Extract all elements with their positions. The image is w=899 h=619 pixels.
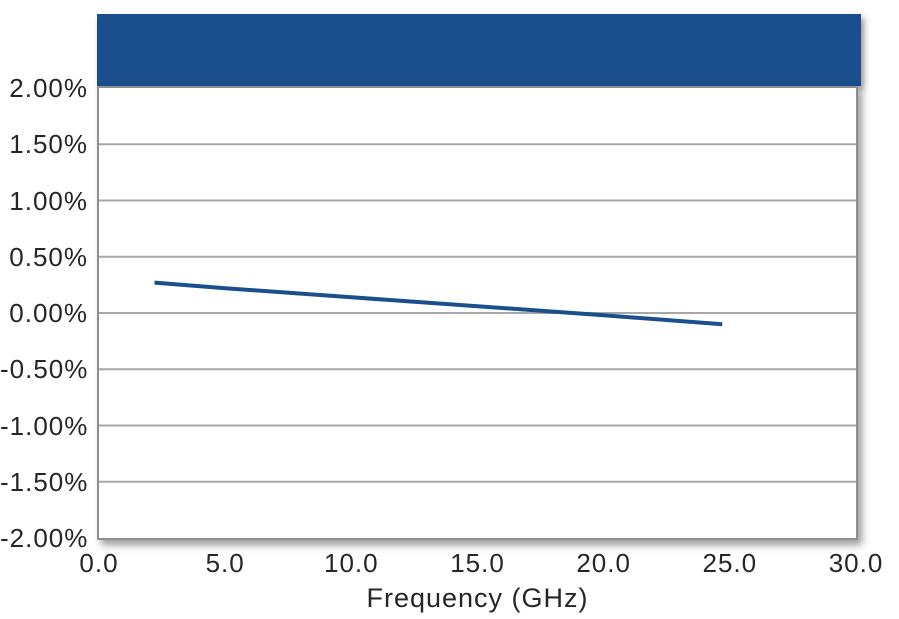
plot-area <box>97 86 858 540</box>
y-tick-label: 2.00% <box>9 73 88 103</box>
x-tick-label: 0.0 <box>79 548 119 578</box>
y-tick-label: -1.00% <box>0 410 89 441</box>
y-tick-label: 0.00% <box>9 298 88 328</box>
x-tick-label: 25.0 <box>702 548 758 578</box>
series-line-variation-vs-frequency <box>154 280 723 327</box>
x-tick-label: 20.0 <box>576 548 631 578</box>
y-tick-label: -0.50% <box>0 354 89 385</box>
data-series <box>154 280 723 327</box>
y-tick-label: 0.50% <box>9 241 88 272</box>
x-tick-label: 10.0 <box>324 548 379 578</box>
x-tick-label: 5.0 <box>205 548 245 578</box>
x-tick-label: 15.0 <box>450 548 505 578</box>
header-banner <box>97 14 861 86</box>
x-axis-title: Frequency (GHz) <box>366 583 589 613</box>
line-chart-svg <box>99 143 856 483</box>
y-tick-label: 1.50% <box>9 129 88 160</box>
gridlines <box>99 143 856 483</box>
y-tick-label: 1.00% <box>9 185 88 216</box>
x-tick-label: 30.0 <box>828 548 884 578</box>
y-tick-label: -2.00% <box>0 523 89 553</box>
y-tick-label: -1.50% <box>0 466 89 497</box>
